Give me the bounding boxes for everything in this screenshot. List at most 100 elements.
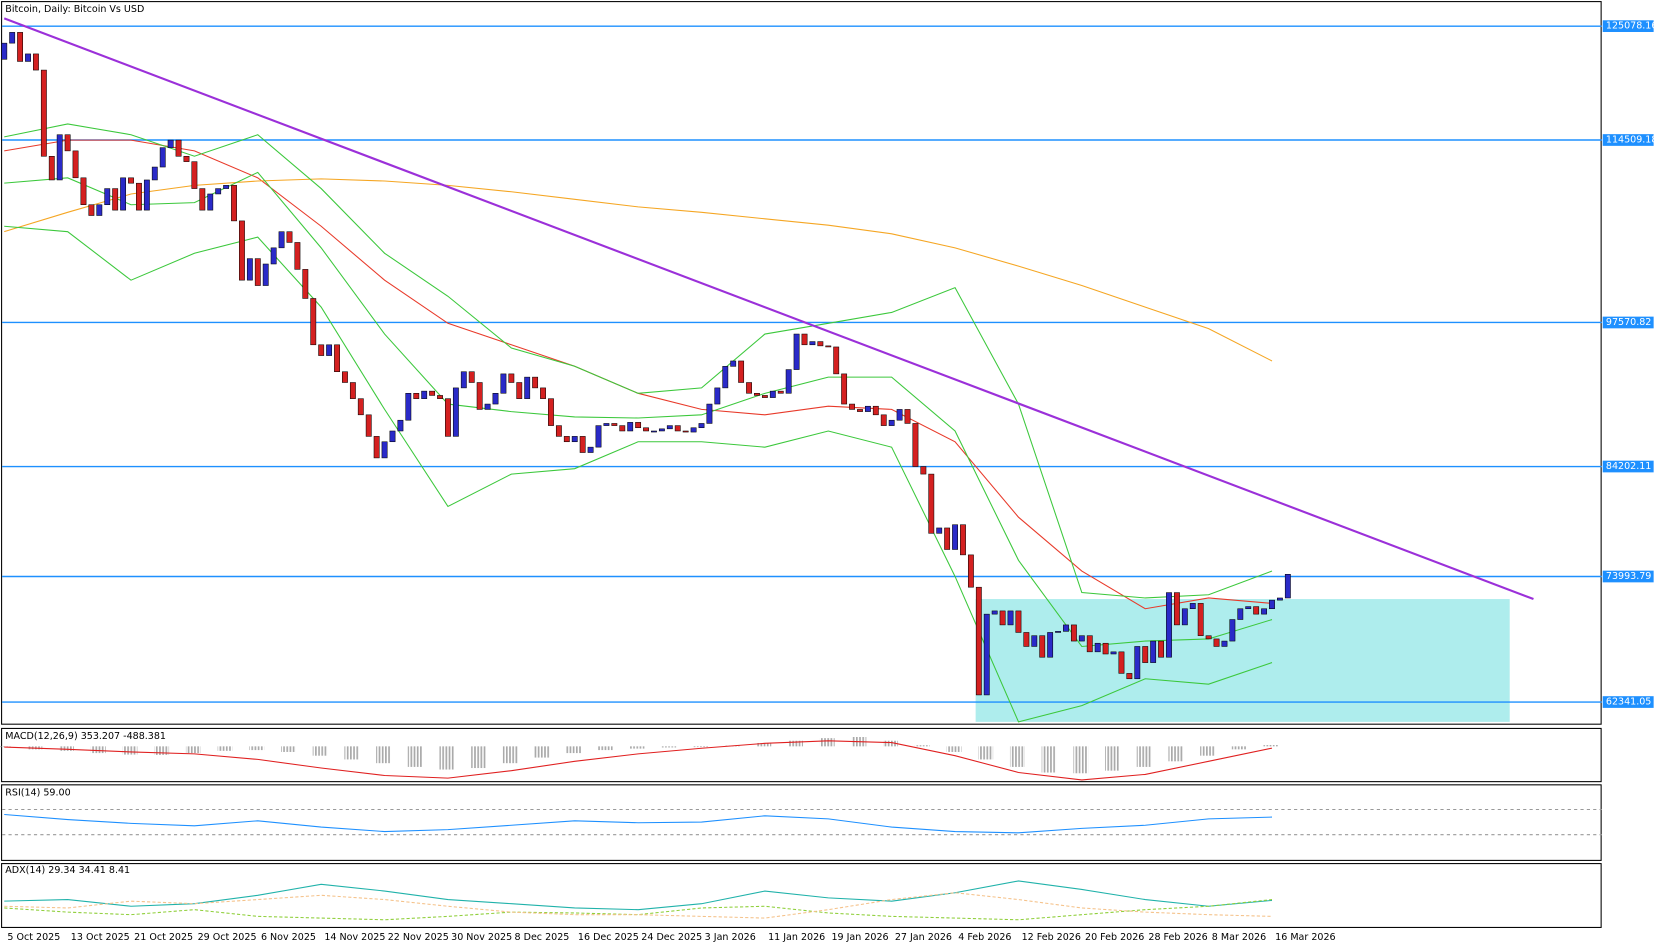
candle-body: [1205, 635, 1212, 640]
candle-body: [690, 427, 697, 433]
candle-body: [658, 428, 665, 432]
candle-body: [254, 258, 261, 286]
candle-body: [975, 586, 982, 696]
macd-bar: [122, 746, 138, 755]
x-tick-label: 28 Feb 2026: [1148, 932, 1207, 943]
candle-body: [809, 341, 816, 346]
candle-body: [397, 419, 404, 432]
candle-body: [746, 382, 752, 394]
candle-body: [1277, 597, 1283, 601]
candle-body: [1118, 651, 1125, 674]
candle-body: [1150, 640, 1157, 663]
macd-bar: [883, 740, 899, 747]
candle-body: [373, 436, 380, 459]
indicator-line: [4, 139, 1273, 610]
candle-body: [619, 425, 626, 432]
candle-body: [183, 155, 190, 162]
candle-body: [1221, 640, 1228, 647]
candle-body: [159, 147, 166, 168]
rsi-panel-frame: [1, 784, 1602, 861]
candle-body: [231, 185, 237, 222]
level-label: 73993.79: [1606, 571, 1651, 582]
candle-body: [167, 139, 174, 148]
candle-body: [9, 32, 16, 44]
candle-body: [302, 269, 309, 299]
chart-title: Bitcoin, Daily: Bitcoin Vs USD: [5, 4, 144, 15]
x-tick-label: 13 Oct 2025: [71, 932, 130, 943]
x-tick-label: 24 Dec 2025: [641, 932, 702, 943]
candle-body: [698, 423, 705, 429]
candle-body: [136, 182, 142, 211]
candle-body: [706, 403, 713, 424]
candle-body: [785, 369, 792, 394]
x-tick-label: 21 Oct 2025: [134, 932, 193, 943]
candle-body: [1023, 632, 1030, 647]
candle-body: [722, 366, 729, 389]
candle-body: [357, 398, 364, 416]
candle-body: [524, 376, 531, 399]
macd-title: MACD(12,26,9) 353.207 -488.381: [5, 731, 166, 742]
candle-body: [651, 430, 657, 433]
candle-body: [793, 333, 800, 370]
macd-bar: [312, 746, 328, 756]
macd-bar: [566, 746, 582, 754]
candle-body: [682, 430, 689, 433]
macd-bar: [471, 746, 487, 769]
candle-body: [1126, 673, 1133, 680]
candle-body: [801, 333, 808, 346]
candle-body: [833, 346, 840, 375]
candle-body: [445, 398, 451, 437]
candle-body: [1245, 606, 1252, 610]
candle-body: [548, 398, 554, 426]
candle-body: [112, 188, 119, 211]
x-tick-label: 19 Jan 2026: [831, 932, 888, 943]
candle-body: [1094, 642, 1101, 653]
candle-body: [484, 403, 491, 410]
macd-bar: [1263, 745, 1279, 747]
candle-body: [310, 298, 317, 346]
x-tick-label: 16 Mar 2026: [1275, 932, 1335, 943]
candle-body: [215, 188, 222, 195]
grid-layer: [2, 25, 1602, 836]
macd-bar: [629, 746, 645, 749]
candle-body: [223, 185, 230, 189]
candle-body: [912, 423, 919, 467]
candle-body: [1189, 603, 1196, 610]
candle-body: [769, 390, 776, 398]
candle-body: [857, 409, 863, 412]
candle-body: [983, 613, 990, 696]
indicator-line: [4, 225, 1273, 723]
candle-body: [1269, 599, 1275, 610]
candle-body: [1181, 608, 1188, 626]
macd-bar: [439, 746, 455, 770]
candle-body: [96, 204, 103, 216]
candle-body: [246, 258, 253, 281]
indicator-line: [4, 123, 1273, 599]
candle-body: [1197, 603, 1204, 636]
x-tick-label: 8 Mar 2026: [1212, 932, 1266, 943]
candle-body: [1253, 606, 1260, 615]
adx-title: ADX(14) 29.34 34.41 8.41: [5, 865, 130, 876]
candle-body: [437, 395, 443, 399]
candle-body: [207, 193, 214, 211]
macd-bar: [90, 746, 106, 754]
candle-body: [1110, 651, 1117, 655]
candle-body: [555, 425, 562, 437]
candle-body: [841, 373, 848, 405]
candle-body: [1047, 632, 1054, 658]
level-label: 84202.11: [1606, 461, 1651, 472]
candle-body: [25, 53, 31, 62]
macd-bar: [788, 740, 803, 747]
candle-body: [666, 425, 673, 430]
x-tick-label: 16 Dec 2025: [578, 932, 639, 943]
candle-body: [48, 155, 55, 181]
candle-body: [1142, 646, 1149, 663]
candle-body: [674, 425, 681, 432]
candle-body: [571, 436, 578, 443]
x-tick-label: 22 Nov 2025: [388, 932, 449, 943]
indicator-line: [4, 178, 1273, 362]
candle-body: [1063, 624, 1069, 632]
candle-body: [532, 376, 539, 389]
candle-body: [1070, 624, 1077, 642]
macd-bar: [914, 745, 930, 747]
